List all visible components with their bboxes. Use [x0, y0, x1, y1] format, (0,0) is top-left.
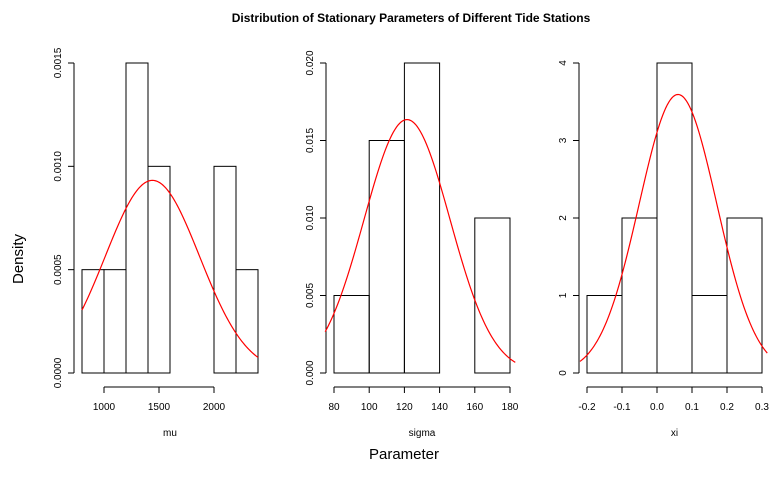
y-tick-label: 4	[558, 60, 569, 66]
density-curve	[324, 118, 516, 363]
x-tick-label: 160	[466, 402, 483, 413]
x-axis-label: sigma	[409, 428, 436, 439]
histogram-panel-sigma: 80 100 120 140 160 180 0.000 0.005 0.010 0.015 0.0…	[305, 50, 519, 439]
density-curve	[579, 93, 768, 362]
x-tick-label: 2000	[203, 402, 226, 413]
density-curve	[81, 179, 259, 358]
y-tick-label: 0.020	[305, 50, 316, 75]
histogram-bar	[586, 295, 623, 374]
x-tick-label: 100	[361, 402, 378, 413]
histogram-panel-mu: 1000 1500 2000 0.0000 0.0005 0.0010 0.0015 mu	[53, 47, 259, 439]
y-tick-label: 0.005	[305, 283, 316, 308]
histogram-bar	[368, 140, 405, 374]
figure-title: Distribution of Stationary Parameters of…	[232, 11, 591, 25]
histogram-bar	[147, 165, 171, 374]
x-tick-label: 140	[431, 402, 448, 413]
x-tick-label: -0.1	[613, 402, 631, 413]
histogram-bar	[474, 217, 511, 374]
x-tick-label: 0.0	[650, 402, 664, 413]
x-axis-label: mu	[163, 428, 177, 439]
y-tick-label: 2	[558, 215, 569, 221]
histogram-panel-xi: -0.2 -0.1 0.0 0.1 0.2 0.3 0 1 2 3 4 xi	[558, 60, 769, 439]
histogram-bar	[691, 295, 728, 374]
y-tick-label: 0.000	[305, 360, 316, 385]
histogram-bar	[403, 62, 441, 374]
x-tick-label: 1500	[148, 402, 171, 413]
y-tick-label: 0.0000	[53, 357, 64, 388]
x-tick-label: 0.1	[685, 402, 699, 413]
x-tick-label: 0.2	[720, 402, 734, 413]
y-tick-label: 0	[558, 370, 569, 376]
x-tick-label: 80	[328, 402, 340, 413]
x-tick-label: -0.2	[578, 402, 596, 413]
histogram-bar	[656, 62, 693, 374]
histogram-bar	[125, 62, 149, 374]
x-axis-label: xi	[671, 428, 678, 439]
histogram-bar	[103, 269, 127, 374]
y-tick-label: 3	[558, 137, 569, 143]
x-tick-label: 180	[502, 402, 519, 413]
x-tick-label: 0.3	[755, 402, 769, 413]
histogram-bar	[726, 217, 763, 374]
x-tick-label: 120	[396, 402, 413, 413]
y-tick-label: 1	[558, 292, 569, 298]
y-tick-label: 0.015	[305, 128, 316, 153]
x-tick-label: 1000	[93, 402, 116, 413]
y-tick-label: 0.0005	[53, 254, 64, 285]
figure-x-label: Parameter	[369, 446, 439, 463]
y-tick-label: 0.0010	[53, 151, 64, 182]
histogram-bar	[213, 165, 237, 374]
histogram-bar	[333, 295, 370, 374]
histogram-bar	[235, 269, 259, 374]
y-tick-label: 0.0015	[53, 47, 64, 78]
histogram-bar	[621, 217, 658, 374]
y-tick-label: 0.010	[305, 205, 316, 230]
figure-y-label: Density	[10, 233, 27, 284]
